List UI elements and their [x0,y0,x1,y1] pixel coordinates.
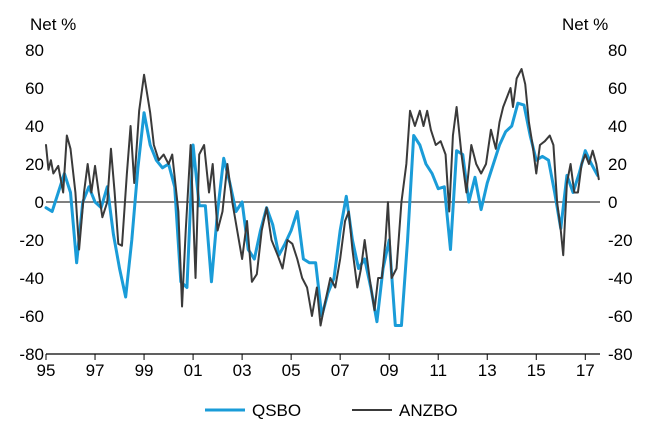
x-tick-label: 01 [184,361,203,380]
x-axis-ticks: 95 97 99 01 03 05 07 09 11 13 15 17 [37,354,595,380]
right-y-tick-label: 80 [608,41,627,60]
left-y-tick-label: -60 [19,307,44,326]
x-tick-label: 15 [527,361,546,380]
right-y-tick-label: -20 [608,231,633,250]
legend-label-qsbo: QSBO [252,401,301,420]
x-tick-label: 05 [282,361,301,380]
x-tick-label: 17 [576,361,595,380]
x-tick-label: 09 [380,361,399,380]
legend-label-anzbo: ANZBO [399,401,458,420]
x-tick-label: 13 [478,361,497,380]
right-y-tick-label: 20 [608,155,627,174]
left-y-tick-label: 80 [25,41,44,60]
right-y-tick-label: -80 [608,345,633,364]
x-tick-label: 99 [135,361,154,380]
x-tick-label: 07 [331,361,350,380]
right-y-axis-ticks: 80 60 40 20 0 -20 -40 -60 -80 [608,41,633,364]
left-y-tick-label: 40 [25,117,44,136]
legend: QSBO ANZBO [205,401,458,420]
left-y-tick-label: -40 [19,269,44,288]
x-tick-label: 11 [429,361,447,380]
x-tick-label: 97 [86,361,105,380]
left-y-tick-label: 60 [25,79,44,98]
right-y-tick-label: 40 [608,117,627,136]
right-axis-unit: Net % [562,15,608,34]
x-tick-label: 03 [233,361,252,380]
right-y-tick-label: -40 [608,269,633,288]
left-y-tick-label: 20 [25,155,44,174]
left-y-tick-label: -80 [19,345,44,364]
series-lines [44,68,600,327]
right-y-tick-label: 0 [608,193,617,212]
series-line-qsbo [44,101,600,327]
left-y-tick-label: -20 [19,231,44,250]
axes [46,201,600,355]
x-tick-label: 95 [37,361,56,380]
right-y-tick-label: -60 [608,307,633,326]
left-y-axis-ticks: 80 60 40 20 0 -20 -40 -60 -80 [19,41,44,364]
right-y-tick-label: 60 [608,79,627,98]
left-axis-unit: Net % [30,15,76,34]
left-y-tick-label: 0 [35,193,44,212]
series-line-anzbo [45,68,600,327]
